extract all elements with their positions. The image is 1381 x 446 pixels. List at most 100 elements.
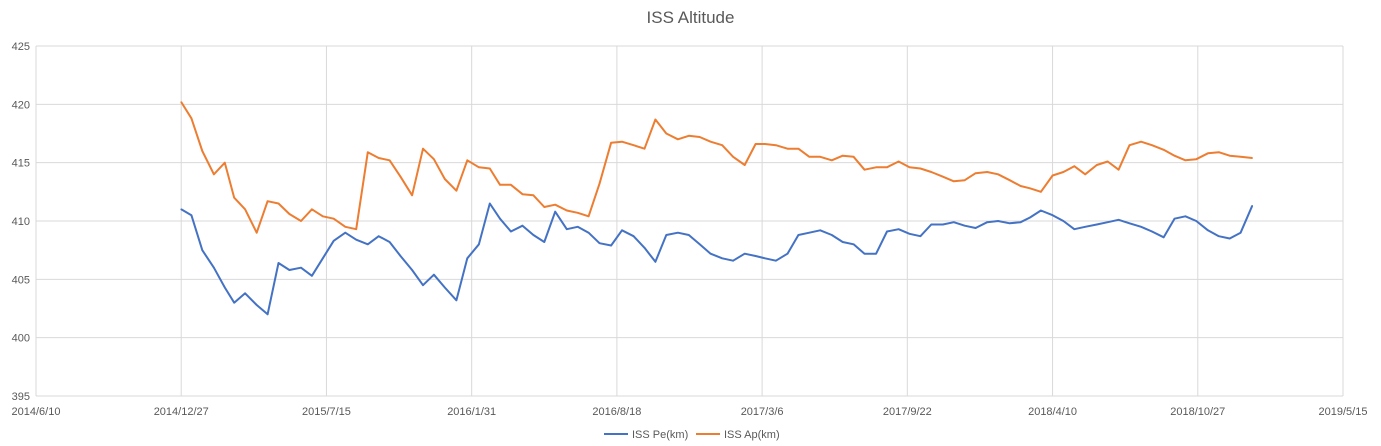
data-point xyxy=(190,117,193,120)
data-point xyxy=(466,159,469,162)
x-tick-label: 2017/9/22 xyxy=(883,406,932,418)
data-point xyxy=(1251,157,1253,159)
data-point xyxy=(698,136,701,138)
data-point xyxy=(521,224,524,227)
data-point xyxy=(344,226,347,228)
data-point xyxy=(532,234,535,236)
data-point xyxy=(566,209,568,212)
x-tick-label: 2017/3/6 xyxy=(741,406,784,418)
data-point xyxy=(311,275,313,277)
data-point xyxy=(478,243,480,246)
data-point xyxy=(277,262,280,264)
data-point xyxy=(455,299,458,302)
data-point xyxy=(677,138,679,141)
data-point xyxy=(1151,144,1153,146)
data-point xyxy=(698,243,701,246)
data-point xyxy=(213,266,215,269)
data-point xyxy=(489,202,491,205)
data-point xyxy=(654,118,657,121)
data-point xyxy=(377,235,380,237)
data-point xyxy=(974,172,977,174)
y-tick-label: 395 xyxy=(12,391,30,403)
data-point xyxy=(665,234,668,236)
data-point xyxy=(632,144,635,146)
data-point xyxy=(1140,140,1142,143)
data-point xyxy=(489,167,491,170)
data-point xyxy=(963,224,966,227)
data-point xyxy=(1173,154,1176,157)
data-point xyxy=(632,235,635,237)
data-point xyxy=(411,194,413,197)
data-point xyxy=(1117,219,1120,221)
y-tick-label: 400 xyxy=(12,333,30,345)
data-point xyxy=(355,238,358,241)
chart-title: ISS Altitude xyxy=(646,8,735,27)
data-point xyxy=(1195,220,1198,222)
data-point xyxy=(808,156,811,158)
data-point xyxy=(566,228,568,230)
data-point xyxy=(355,228,358,230)
data-point xyxy=(201,249,204,251)
data-point xyxy=(808,231,811,234)
data-point xyxy=(1184,159,1187,162)
x-tick-label: 2019/5/15 xyxy=(1319,406,1368,418)
data-point xyxy=(510,230,512,233)
data-point xyxy=(754,255,757,257)
data-point xyxy=(942,175,944,178)
data-point xyxy=(786,147,789,150)
data-point xyxy=(852,156,855,158)
data-point xyxy=(1162,149,1165,151)
data-point xyxy=(266,313,269,316)
data-point xyxy=(244,292,246,295)
data-point xyxy=(1073,165,1076,167)
data-point xyxy=(831,234,833,236)
data-point xyxy=(841,154,844,157)
data-point xyxy=(1207,229,1209,232)
data-point xyxy=(863,168,866,171)
data-point xyxy=(587,215,590,218)
data-point xyxy=(1008,179,1011,181)
data-point xyxy=(764,257,766,260)
data-point xyxy=(1140,226,1142,228)
data-point xyxy=(654,261,657,263)
data-point xyxy=(388,241,391,243)
x-tick-label: 2015/7/15 xyxy=(302,406,351,418)
legend: ISS Pe(km) ISS Ap(km) xyxy=(604,429,780,441)
data-point xyxy=(1008,222,1011,225)
data-point xyxy=(919,167,922,170)
data-point xyxy=(732,156,734,158)
data-point xyxy=(255,304,258,306)
data-point xyxy=(180,208,182,211)
data-point xyxy=(300,220,302,222)
data-point xyxy=(721,257,723,260)
data-point xyxy=(322,215,324,218)
data-point xyxy=(499,217,501,220)
data-point xyxy=(1106,221,1109,223)
data-point xyxy=(1040,191,1042,193)
data-point xyxy=(997,220,999,222)
data-point xyxy=(1051,174,1054,177)
data-point xyxy=(1117,168,1120,171)
data-point xyxy=(1019,185,1022,187)
data-point xyxy=(510,184,512,186)
data-point xyxy=(433,158,435,160)
data-point xyxy=(775,144,777,146)
data-point xyxy=(797,147,800,150)
y-tick-label: 420 xyxy=(12,99,30,111)
data-point xyxy=(786,252,789,255)
data-point xyxy=(677,231,679,234)
data-point xyxy=(1106,160,1109,163)
data-point xyxy=(974,227,977,229)
data-point xyxy=(478,166,480,169)
data-point xyxy=(897,228,900,230)
data-point xyxy=(444,286,446,289)
data-point xyxy=(224,161,226,164)
data-point xyxy=(1062,220,1065,222)
data-point xyxy=(1218,151,1220,153)
data-point xyxy=(743,164,746,166)
data-point xyxy=(953,221,955,223)
data-point xyxy=(388,159,391,162)
data-point xyxy=(930,171,933,173)
grid-lines xyxy=(35,45,1344,397)
data-point xyxy=(411,269,413,271)
